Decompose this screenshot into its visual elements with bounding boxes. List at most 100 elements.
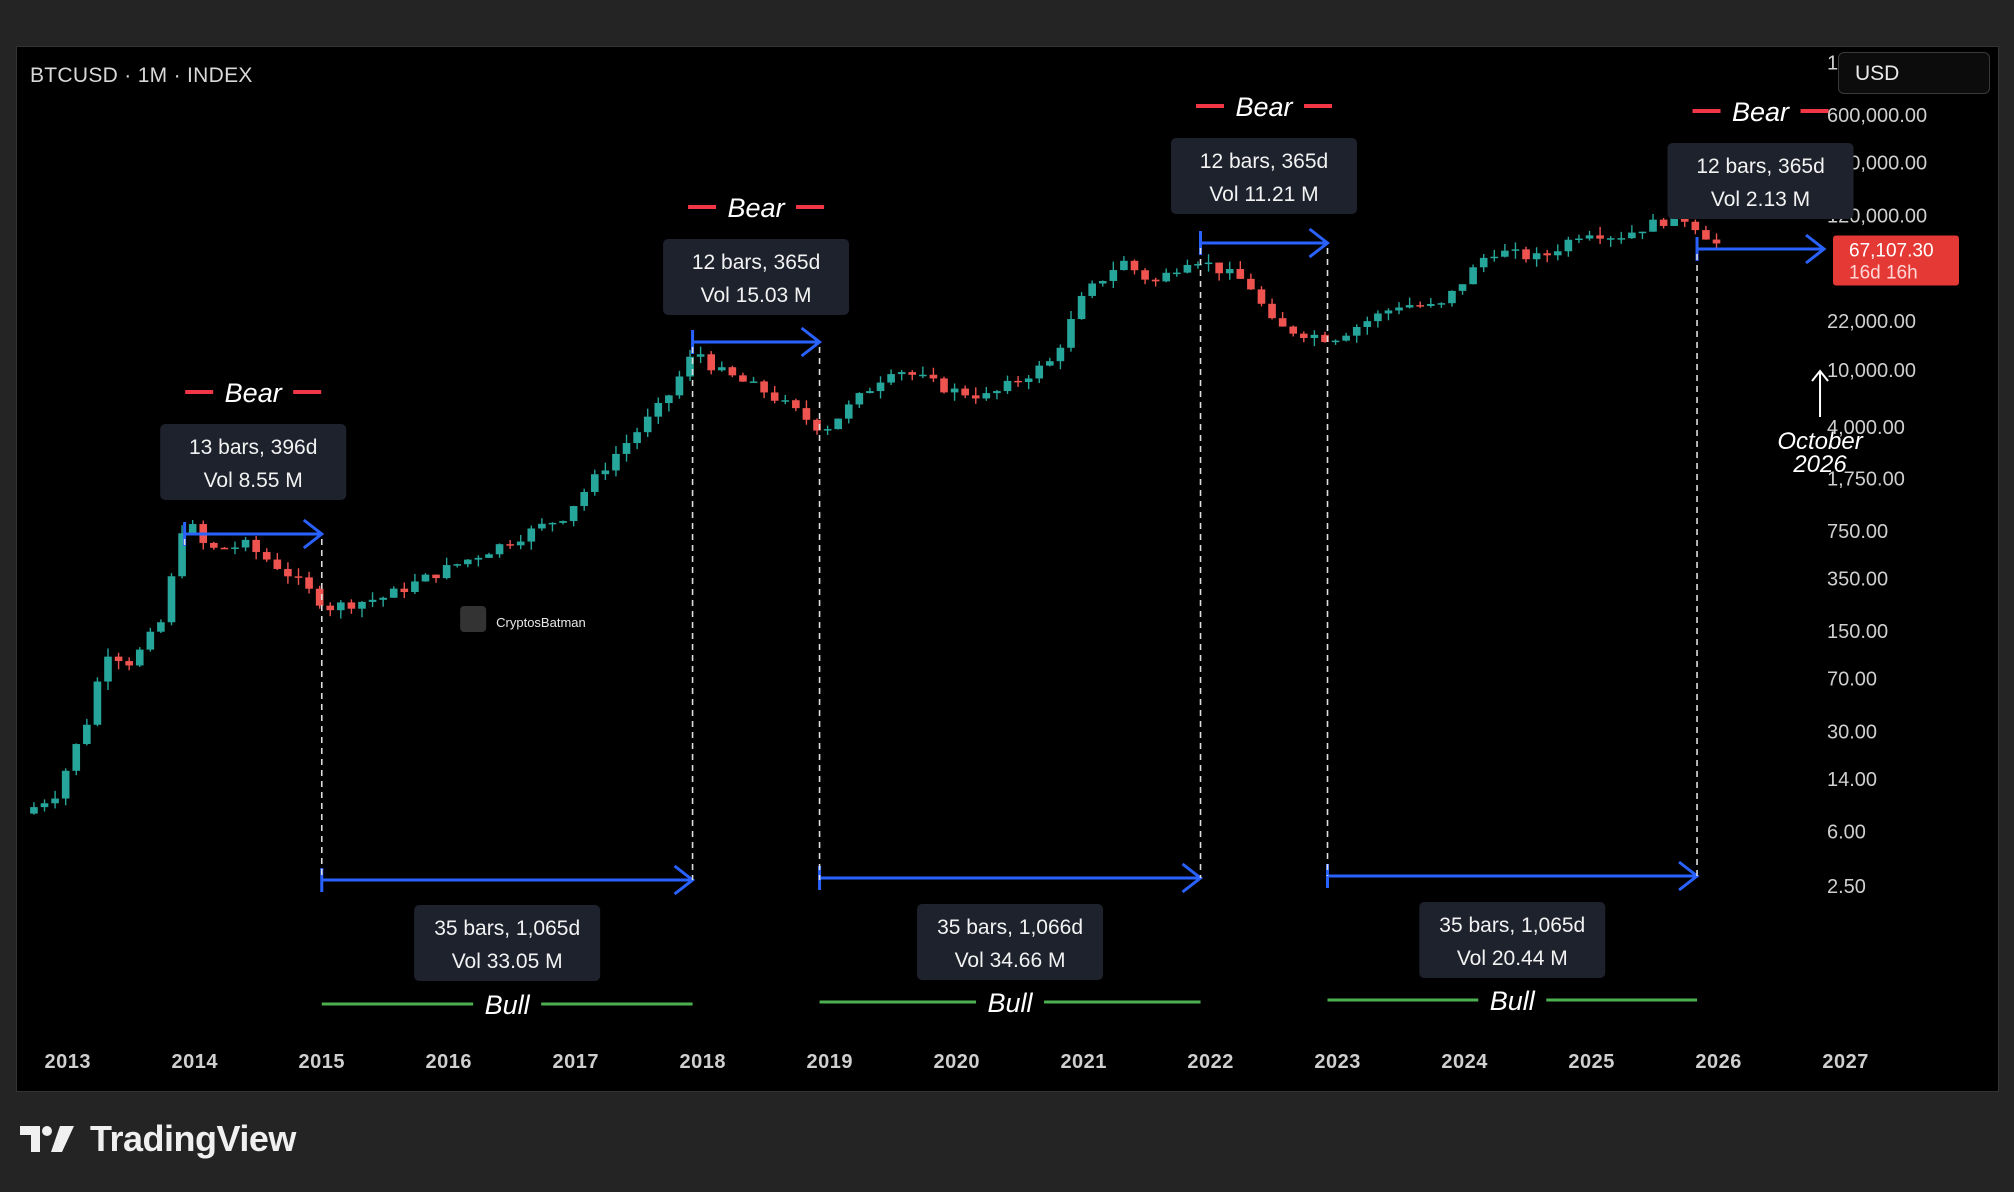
candle xyxy=(802,400,811,425)
stats-bars-text: 12 bars, 365d xyxy=(1696,155,1824,178)
candle xyxy=(1067,310,1075,352)
arrow-head xyxy=(302,518,325,550)
candle xyxy=(813,418,821,435)
candle xyxy=(1712,233,1721,250)
price-axis-label: 350.00 xyxy=(1827,569,1888,591)
chart-pane[interactable]: 1,400,000.00600,000.00280,000.00120,000.… xyxy=(16,46,1999,1092)
stats-volume-text: Vol 11.21 M xyxy=(1209,183,1318,206)
stats-volume-text: Vol 34.66 M xyxy=(955,949,1066,972)
up-arrow-head xyxy=(1811,369,1829,382)
price-chart[interactable]: 1,400,000.00600,000.00280,000.00120,000.… xyxy=(17,47,1998,1091)
candle xyxy=(1151,277,1160,287)
candle-body xyxy=(559,521,567,523)
candle-body xyxy=(104,656,112,682)
candle xyxy=(1162,268,1171,283)
candle-body xyxy=(40,803,49,808)
candle xyxy=(1321,331,1329,343)
candle-body xyxy=(337,602,345,611)
watermark-text: CryptosBatman xyxy=(496,615,586,630)
candle-body xyxy=(1416,305,1425,307)
time-axis-label: 2026 xyxy=(1695,1051,1742,1073)
stats-bars-text: 35 bars, 1,066d xyxy=(937,916,1083,939)
candle-body xyxy=(1225,269,1234,274)
candle xyxy=(315,585,324,609)
candle-body xyxy=(1331,340,1340,343)
candle-body xyxy=(220,547,229,550)
candle-body xyxy=(1278,318,1287,327)
stats-volume-text: Vol 2.13 M xyxy=(1711,188,1810,211)
candle xyxy=(792,398,800,412)
currency-button[interactable]: USD xyxy=(1838,52,1990,94)
candle-body xyxy=(93,681,102,725)
candle-body xyxy=(527,528,536,542)
candle-body xyxy=(887,374,895,383)
candle xyxy=(897,370,906,381)
price-axis-label: 1,750.00 xyxy=(1827,468,1905,490)
candle xyxy=(717,361,726,372)
candle xyxy=(104,648,112,690)
candle-body xyxy=(1088,283,1096,296)
candle xyxy=(654,397,663,424)
candle-body xyxy=(1215,262,1223,274)
stats-volume-text: Vol 15.03 M xyxy=(701,284,812,307)
candle xyxy=(400,582,409,599)
candle xyxy=(178,525,186,579)
candle xyxy=(1511,242,1520,259)
candle xyxy=(485,552,493,558)
time-axis-label: 2027 xyxy=(1822,1051,1869,1073)
bear-annotation: Bear xyxy=(185,378,322,408)
candle xyxy=(1490,249,1499,262)
candle xyxy=(643,408,652,437)
price-axis: 1,400,000.00600,000.00280,000.00120,000.… xyxy=(1827,52,1944,898)
candle-body xyxy=(844,404,853,419)
candle xyxy=(707,351,716,375)
candle xyxy=(749,376,758,383)
candle xyxy=(1405,297,1414,309)
candle xyxy=(337,600,345,619)
candle xyxy=(1363,316,1372,335)
bull-label: Bull xyxy=(988,988,1034,1018)
candle xyxy=(1014,376,1022,387)
candle-body xyxy=(1130,260,1139,271)
candle-body xyxy=(1522,249,1530,260)
candle xyxy=(61,768,70,806)
candle xyxy=(368,592,377,608)
candle xyxy=(559,520,567,525)
candle-body xyxy=(866,391,874,394)
candle-body xyxy=(1162,272,1171,282)
tradingview-logo[interactable]: TradingView xyxy=(20,1118,296,1160)
candle xyxy=(1342,332,1350,342)
candle-body xyxy=(1437,303,1446,305)
candle-body xyxy=(1299,333,1308,338)
candle-body xyxy=(1670,214,1678,226)
candle-body xyxy=(940,378,948,393)
candle-body xyxy=(1448,290,1456,304)
candle xyxy=(453,563,462,568)
candle xyxy=(1691,219,1700,235)
candle-body xyxy=(1617,238,1626,240)
candle-body xyxy=(262,552,271,560)
candle-body xyxy=(326,605,335,611)
candle xyxy=(411,573,419,595)
candle-body xyxy=(622,443,631,454)
candle xyxy=(739,372,747,382)
candle xyxy=(1585,230,1594,241)
candle-body xyxy=(760,381,768,393)
candle xyxy=(1024,375,1033,390)
candle xyxy=(908,370,917,381)
candle-body xyxy=(1606,238,1615,240)
price-axis-label: 6.00 xyxy=(1827,822,1866,844)
bear-duration-arrow xyxy=(1199,227,1330,259)
candle xyxy=(231,541,239,555)
candle-body xyxy=(1257,289,1266,304)
candle xyxy=(1416,301,1425,308)
candle-body xyxy=(178,533,186,577)
candle xyxy=(1469,264,1477,285)
candle xyxy=(548,522,557,532)
projection-month: October xyxy=(1777,428,1863,455)
candle-body xyxy=(1067,319,1075,348)
candle xyxy=(1183,259,1192,274)
candle xyxy=(1659,218,1668,229)
candle-body xyxy=(1098,280,1107,284)
candle xyxy=(252,536,260,560)
